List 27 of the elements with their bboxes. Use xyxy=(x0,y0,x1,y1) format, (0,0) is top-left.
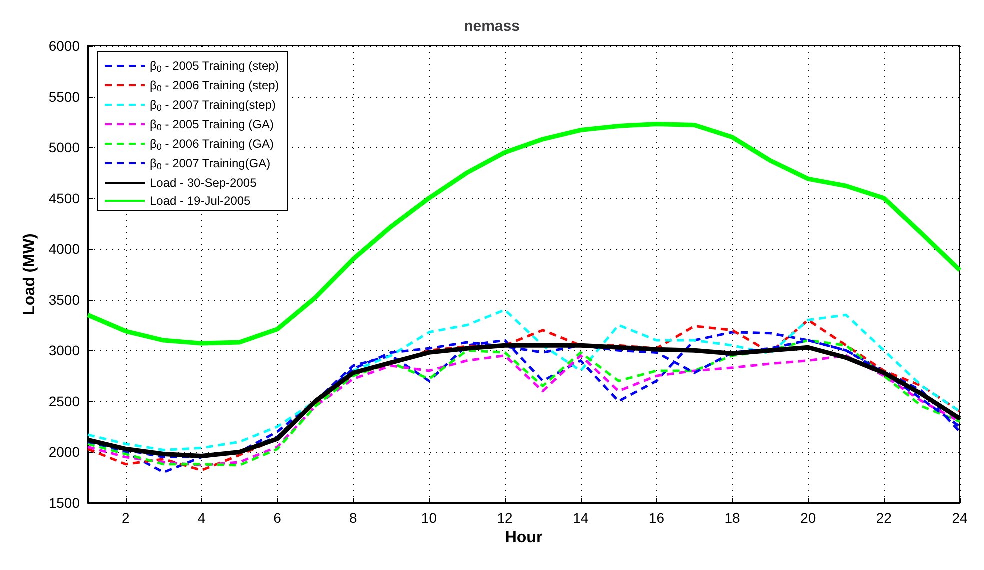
x-tick-label: 22 xyxy=(876,510,892,526)
y-tick-label: 3500 xyxy=(48,292,80,308)
x-tick-label: 16 xyxy=(648,510,665,526)
x-tick-label: 10 xyxy=(421,510,438,526)
legend-label: Load - 30-Sep-2005 xyxy=(150,176,258,190)
y-tick-label: 2000 xyxy=(48,444,80,460)
x-tick-label: 24 xyxy=(952,510,968,526)
legend-label: Load - 19-Jul-2005 xyxy=(150,194,252,208)
x-tick-label: 6 xyxy=(274,510,282,526)
y-tick-label: 1500 xyxy=(48,495,80,511)
x-tick-label: 2 xyxy=(122,510,130,526)
y-axis-title: Load (MW) xyxy=(21,234,38,316)
x-tick-label: 20 xyxy=(800,510,816,526)
x-tick-label: 18 xyxy=(724,510,741,526)
y-tick-label: 4500 xyxy=(48,190,80,206)
y-tick-label: 3000 xyxy=(48,342,80,359)
x-tick-label: 4 xyxy=(198,510,206,526)
y-tick-label: 5500 xyxy=(48,88,80,105)
y-tick-label: 2500 xyxy=(48,393,80,410)
chart-title: nemass xyxy=(464,18,520,35)
y-tick-label: 6000 xyxy=(48,38,80,54)
x-tick-label: 14 xyxy=(573,510,589,526)
y-tick-label: 5000 xyxy=(48,140,80,156)
y-tick-label: 4000 xyxy=(48,241,80,258)
x-axis-title: Hour xyxy=(505,529,543,546)
x-tick-label: 12 xyxy=(497,510,514,526)
x-tick-label: 8 xyxy=(349,510,358,526)
